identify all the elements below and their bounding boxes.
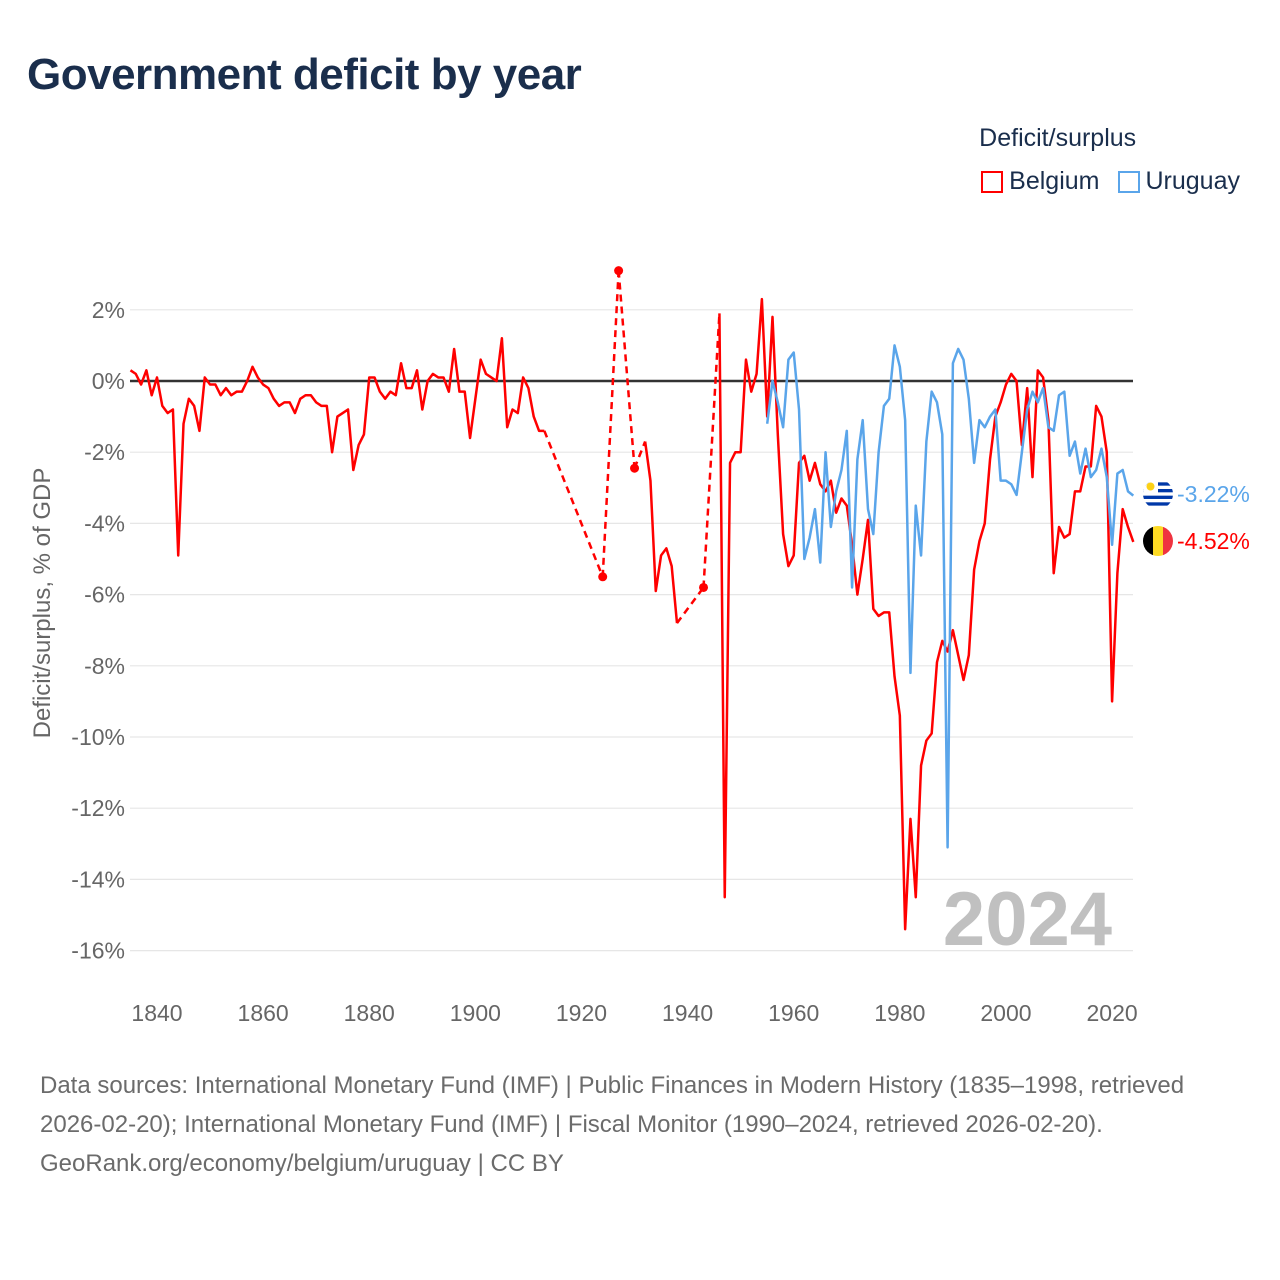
legend-label-belgium: Belgium [1009, 167, 1100, 195]
legend: Deficit/surplus Belgium Uruguay [979, 124, 1241, 196]
line-belgium [718, 297, 1135, 931]
end-label-belgium: -4.52% [1177, 528, 1250, 554]
series-belgium [129, 266, 1135, 931]
line-belgium [643, 441, 679, 624]
y-tick-label: -14% [71, 866, 125, 892]
y-tick-label: -2% [84, 439, 125, 465]
legend-item-uruguay[interactable]: Uruguay [1117, 167, 1241, 196]
footer: Data sources: International Monetary Fun… [40, 1066, 1240, 1183]
y-tick-label: -6% [84, 582, 125, 608]
x-tick-label: 1900 [450, 1000, 501, 1026]
credit-link[interactable]: GeoRank.org/economy/belgium/uruguay | CC… [40, 1150, 564, 1177]
legend-swatch-uruguay [1117, 170, 1140, 193]
legend-swatch-belgium [981, 170, 1004, 193]
line-belgium [129, 337, 545, 557]
gap-connector-belgium [675, 586, 705, 624]
y-tick-label: -10% [71, 724, 125, 750]
y-tick-label: -12% [71, 795, 125, 821]
data-sources: Data sources: International Monetary Fun… [40, 1072, 1185, 1138]
chart-title: Government deficit by year [27, 50, 582, 99]
year-watermark: 2024 [943, 877, 1112, 962]
x-tick-label: 1920 [556, 1000, 607, 1026]
y-tick-label: -8% [84, 653, 125, 679]
y-tick-label: -16% [71, 938, 125, 964]
gap-connector-belgium [617, 270, 636, 469]
uruguay-flag-icon [1143, 479, 1173, 509]
x-tick-label: 1840 [131, 1000, 182, 1026]
y-tick-label: 0% [92, 368, 125, 394]
legend-title: Deficit/surplus [979, 124, 1137, 152]
x-tick-label: 1860 [238, 1000, 289, 1026]
y-axis-title: Deficit/surplus, % of GDP [29, 468, 56, 739]
x-tick-label: 1940 [662, 1000, 713, 1026]
x-tick-label: 1960 [768, 1000, 819, 1026]
x-tick-label: 2000 [980, 1000, 1031, 1026]
gap-connector-belgium [601, 270, 620, 577]
x-tick-label: 1980 [874, 1000, 925, 1026]
x-tick-label: 1880 [344, 1000, 395, 1026]
legend-label-uruguay: Uruguay [1145, 167, 1241, 195]
gap-connector-belgium [543, 430, 604, 578]
y-tick-label: 2% [92, 297, 125, 323]
gap-connector-belgium [702, 313, 721, 588]
end-label-uruguay: -3.22% [1177, 481, 1250, 507]
line-uruguay [765, 344, 1135, 849]
legend-item-belgium[interactable]: Belgium [981, 167, 1100, 196]
x-tick-label: 2020 [1086, 1000, 1137, 1026]
gap-connector-belgium [633, 441, 647, 469]
series-uruguay [765, 344, 1135, 849]
y-tick-label: -4% [84, 510, 125, 536]
belgium-flag-icon [1143, 526, 1173, 556]
